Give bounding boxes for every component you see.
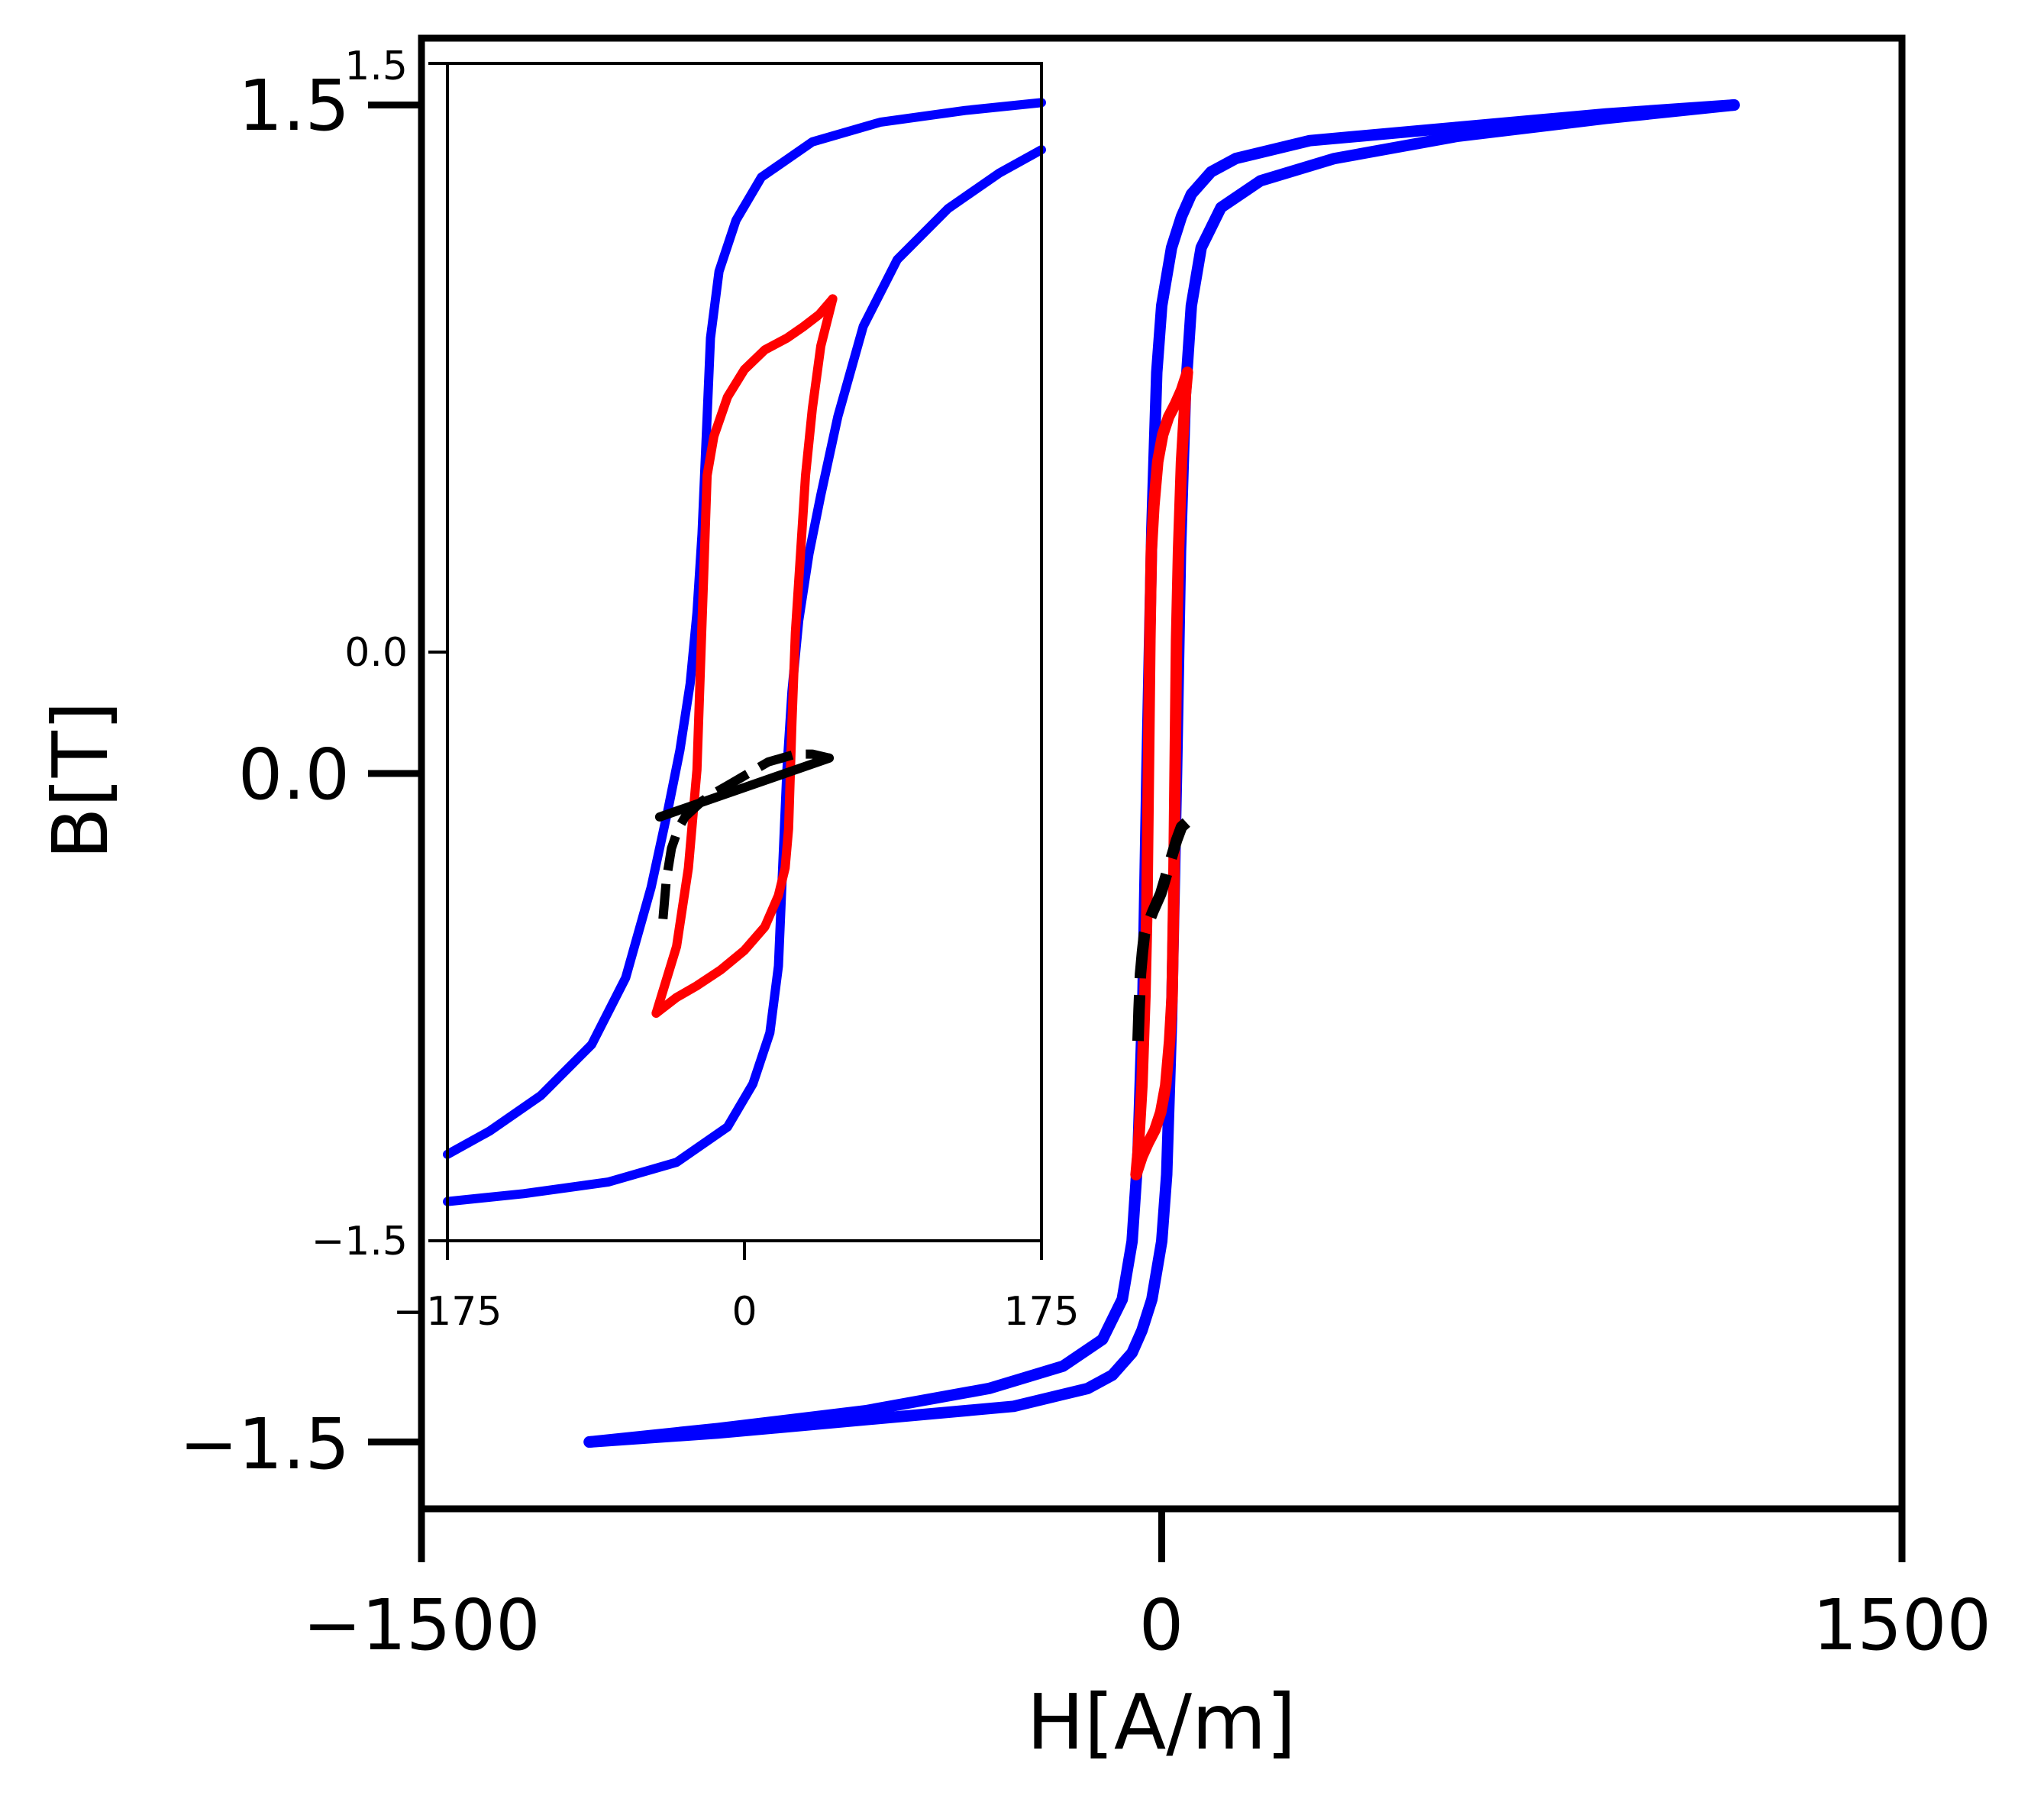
inset-x-tick-label-zero: 0 xyxy=(731,1289,757,1335)
inset-series-line-3 xyxy=(651,294,838,1018)
inset-y-tick-label-max: 1.5 xyxy=(344,44,408,89)
inset-y-tick-label-zero: 0.0 xyxy=(344,630,408,676)
x-tick-label-max: 1500 xyxy=(1813,1584,1991,1666)
inset-background xyxy=(447,63,1041,1241)
x-axis-label: H[A/m] xyxy=(1027,1678,1296,1767)
main-series-group xyxy=(583,99,1740,1448)
x-tick-label-zero: 0 xyxy=(1139,1584,1184,1666)
inset-series-line-5 xyxy=(654,753,835,822)
inset-x-tick-label-min: −175 xyxy=(393,1289,502,1335)
y-tick-label-min: −1.5 xyxy=(179,1403,350,1485)
main-series-line-4 xyxy=(1132,818,1190,1041)
y-tick-label-max: 1.5 xyxy=(238,65,350,147)
inset-series-line-2 xyxy=(651,294,838,1018)
inset-x-tick-label-max: 175 xyxy=(1003,1289,1079,1335)
y-tick-label-zero: 0.0 xyxy=(238,734,350,815)
inset-tick-marks xyxy=(428,62,1043,1260)
inset-y-tick-label-min: −1.5 xyxy=(312,1219,408,1264)
inset-plot: −175 0 175 −1.5 0.0 1.5 xyxy=(312,44,1080,1335)
x-tick-label-min: −1500 xyxy=(302,1584,540,1666)
inset-series-group xyxy=(443,98,1046,1206)
y-axis-label: B[T] xyxy=(36,701,125,860)
main-plot: −1500 0 1500 −1.5 0.0 1.5 H[A/m] B[T] xyxy=(36,34,1991,1767)
main-series-line-3 xyxy=(1130,367,1193,1180)
main-tick-marks xyxy=(368,102,1906,1562)
inset-series-line-4 xyxy=(658,749,831,920)
